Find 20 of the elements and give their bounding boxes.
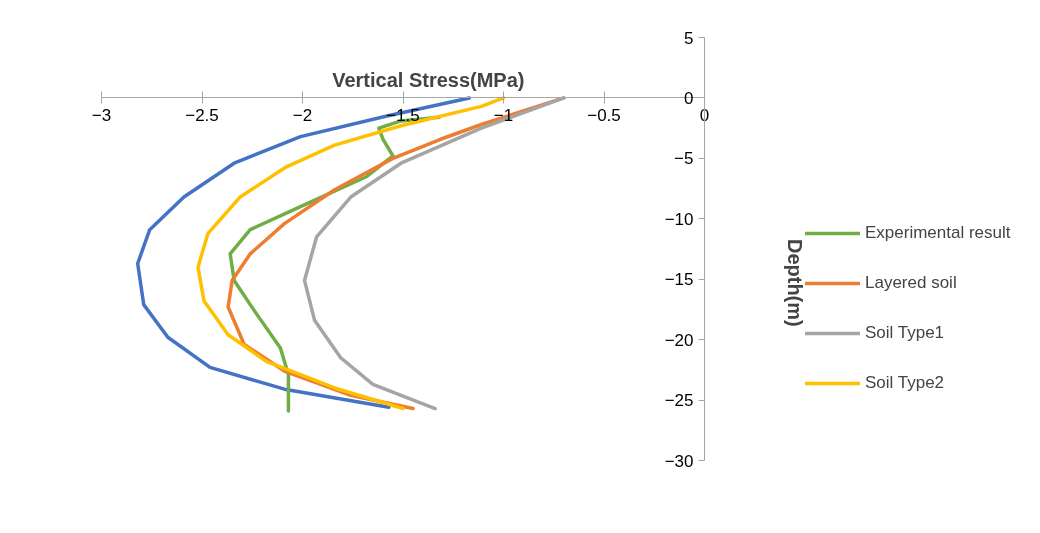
x-tick-label: −1 bbox=[493, 105, 514, 125]
y-tick-label: −25 bbox=[664, 391, 694, 411]
legend-label: Soil Type2 bbox=[865, 373, 945, 393]
x-tick-label: −0.5 bbox=[587, 105, 621, 125]
y-tick-label: −30 bbox=[664, 451, 694, 471]
line-series bbox=[135, 96, 472, 410]
x-axis-title: Vertical Stress(MPa) bbox=[332, 68, 525, 91]
legend-label: Experimental result bbox=[865, 223, 1011, 243]
y-tick-label: −20 bbox=[664, 330, 694, 350]
legend-label: Layered soil bbox=[865, 273, 957, 293]
y-axis-title: Depth(m) bbox=[783, 238, 806, 327]
y-tick-label: −5 bbox=[674, 149, 694, 169]
y-tick-label: −15 bbox=[664, 270, 694, 290]
x-tick-label: −2.5 bbox=[185, 105, 219, 125]
y-tick-label: −10 bbox=[664, 209, 694, 229]
legend-label: Soil Type1 bbox=[865, 323, 945, 343]
x-tick-label: −2 bbox=[292, 105, 313, 125]
y-tick-label: 5 bbox=[684, 28, 694, 48]
y-tick-label: 0 bbox=[684, 88, 694, 108]
x-tick-label: −3 bbox=[91, 105, 112, 125]
